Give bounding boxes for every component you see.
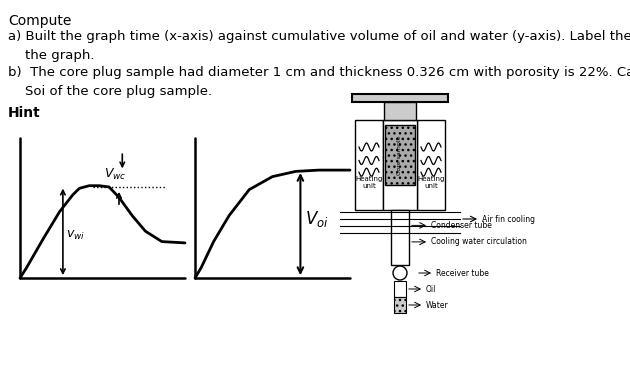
Text: Condenser tube: Condenser tube: [431, 221, 492, 230]
Text: b)  The core plug sample had diameter 1 cm and thickness 0.326 cm with porosity : b) The core plug sample had diameter 1 c…: [8, 66, 630, 98]
Text: Oil: Oil: [426, 285, 437, 293]
Bar: [394, 297, 406, 313]
Text: Water: Water: [426, 301, 449, 309]
Bar: [417, 120, 445, 210]
Text: Hint: Hint: [8, 106, 41, 120]
Text: Receiver tube: Receiver tube: [436, 269, 489, 277]
Bar: [394, 281, 406, 297]
Text: $v_{wi}$: $v_{wi}$: [66, 229, 85, 242]
Text: $V_{wc}$: $V_{wc}$: [105, 166, 127, 182]
Bar: [385, 125, 415, 185]
Text: Heating
unit: Heating unit: [417, 176, 445, 189]
Text: Core sample: Core sample: [398, 135, 403, 175]
Bar: [384, 102, 416, 120]
Bar: [355, 120, 383, 210]
Bar: [352, 94, 448, 102]
Text: Cooling water circulation: Cooling water circulation: [431, 237, 527, 247]
Bar: [383, 120, 417, 210]
Bar: [391, 210, 409, 265]
Text: Compute: Compute: [8, 14, 71, 28]
Text: Heating
unit: Heating unit: [355, 176, 382, 189]
Text: a) Built the graph time (x-axis) against cumulative volume of oil and water (y-a: a) Built the graph time (x-axis) against…: [8, 30, 630, 62]
Text: $V_{oi}$: $V_{oi}$: [306, 209, 329, 229]
Text: Air fin cooling: Air fin cooling: [482, 215, 535, 224]
